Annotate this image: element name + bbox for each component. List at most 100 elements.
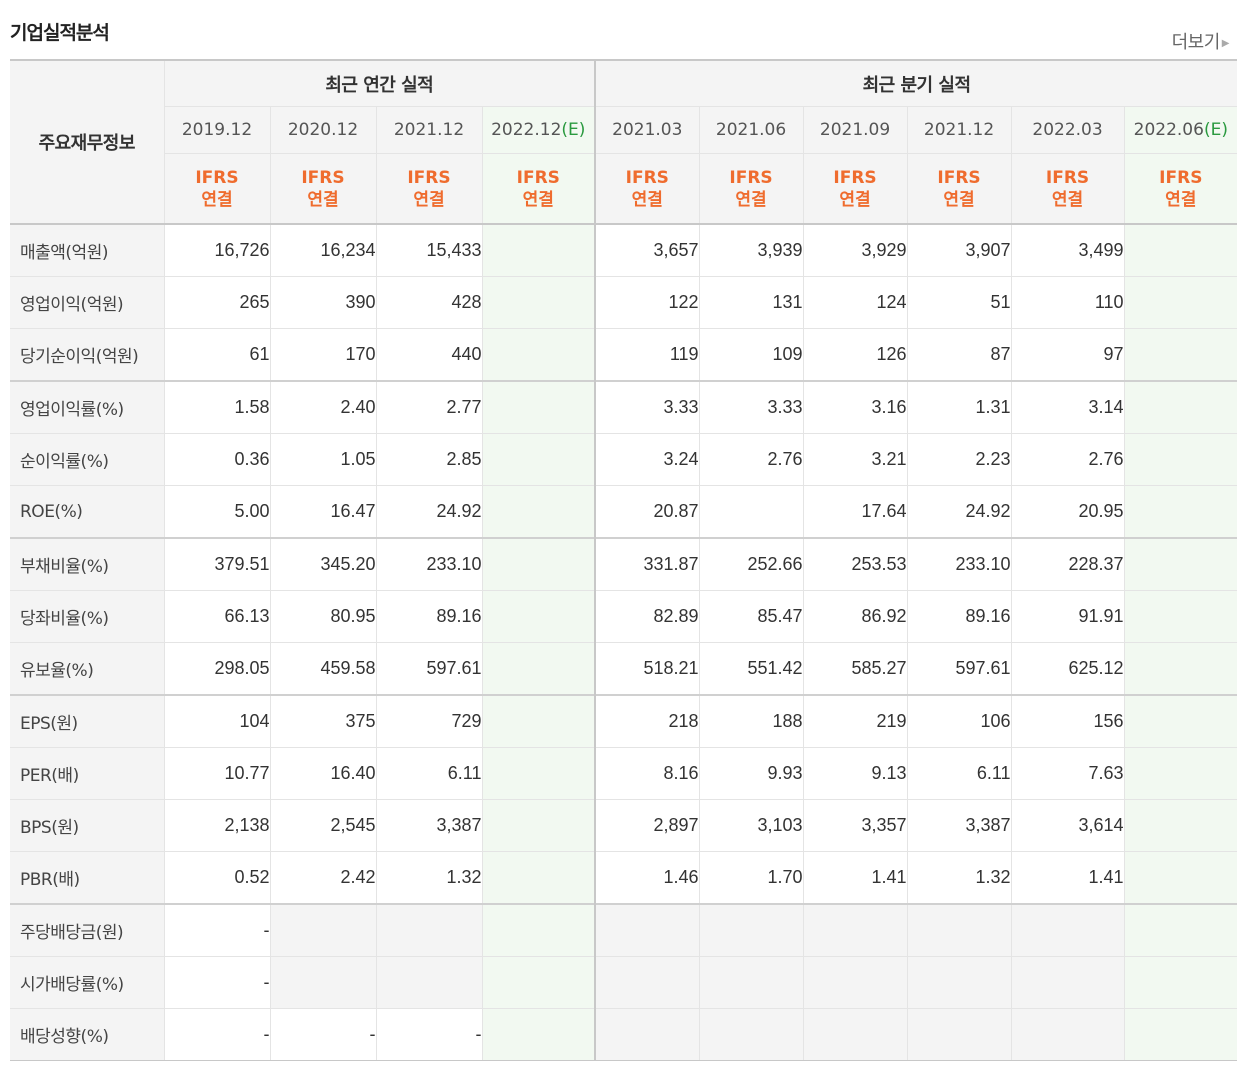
table-row: PER(배) 10.77 16.40 6.11 8.16 9.93 9.13 6.11 7.63 (10, 747, 1238, 800)
value-cell (595, 903, 700, 957)
basis-ifrs: IFRS (937, 167, 981, 188)
table-row: EPS(원) 104 375 729 218 188 219 106 156 (10, 694, 1238, 748)
value-cell: 16.47 (270, 485, 377, 539)
period-label: 2021.06 (715, 120, 787, 140)
value-cell (482, 956, 597, 1009)
value-cell (482, 433, 597, 486)
row-label: 순이익률(%) (10, 433, 165, 486)
period-label: 2020.12 (287, 120, 359, 140)
value-cell: 459.58 (270, 642, 377, 696)
value-cell: 3.14 (1011, 380, 1125, 434)
value-cell (1011, 903, 1125, 957)
row-label: 유보율(%) (10, 642, 165, 696)
value-cell: 345.20 (270, 537, 377, 591)
value-cell: 597.61 (907, 642, 1012, 696)
value-cell (1124, 224, 1238, 277)
more-link[interactable]: 더보기 ▶ (1172, 28, 1230, 54)
basis-consolidated: 연결 (307, 189, 339, 210)
period-header: 2022.06(E) (1124, 106, 1238, 154)
period-label: 2022.06 (1133, 120, 1204, 140)
value-cell (482, 485, 597, 539)
value-cell: 1.05 (270, 433, 377, 486)
value-cell (1124, 642, 1238, 696)
basis-consolidated: 연결 (1051, 189, 1084, 210)
value-cell: 2.23 (907, 433, 1012, 486)
value-cell: 1.58 (164, 380, 271, 434)
table-row: 당좌비율(%) 66.13 80.95 89.16 82.89 85.47 86.92 89.… (10, 590, 1238, 643)
value-cell: 188 (699, 694, 804, 748)
basis-header: IFRS 연결 (164, 153, 271, 225)
value-cell (803, 903, 908, 957)
value-cell: 16,234 (270, 224, 377, 277)
value-cell (699, 1008, 804, 1061)
value-cell: 1.32 (907, 851, 1012, 905)
value-cell: 17.64 (803, 485, 908, 539)
value-cell: 124 (803, 276, 908, 329)
value-cell: 331.87 (595, 537, 700, 591)
period-label: 2022.12 (491, 120, 562, 140)
value-cell (482, 799, 597, 852)
value-cell: - (164, 903, 271, 957)
value-cell (1124, 433, 1238, 486)
basis-ifrs: IFRS (516, 167, 560, 188)
row-label: 영업이익(억원) (10, 276, 165, 329)
row-label: 부채비율(%) (10, 537, 165, 591)
row-label: ROE(%) (10, 485, 165, 539)
value-cell: 86.92 (803, 590, 908, 643)
value-cell: 2.77 (376, 380, 483, 434)
value-cell: 24.92 (376, 485, 483, 539)
value-cell: 228.37 (1011, 537, 1125, 591)
value-cell (482, 694, 597, 748)
value-cell: 104 (164, 694, 271, 748)
value-cell (1124, 747, 1238, 800)
period-label: 2021.03 (612, 120, 683, 140)
value-cell (699, 903, 804, 957)
value-cell: 625.12 (1011, 642, 1125, 696)
value-cell: 126 (803, 328, 908, 382)
value-cell: 156 (1011, 694, 1125, 748)
value-cell: 551.42 (699, 642, 804, 696)
value-cell (482, 276, 597, 329)
estimate-marker: (E) (561, 120, 586, 140)
value-cell: 1.41 (803, 851, 908, 905)
period-label: 2021.09 (819, 120, 891, 140)
value-cell: 1.70 (699, 851, 804, 905)
value-cell (482, 380, 597, 434)
basis-header: IFRS 연결 (270, 153, 377, 225)
value-cell (1124, 1008, 1238, 1061)
basis-header: IFRS 연결 (376, 153, 483, 225)
value-cell: 2,138 (164, 799, 271, 852)
row-label: 당좌비율(%) (10, 590, 165, 643)
value-cell: 1.31 (907, 380, 1012, 434)
basis-header: IFRS 연결 (595, 153, 700, 225)
period-label: 2021.12 (923, 120, 995, 140)
basis-ifrs: IFRS (1045, 167, 1090, 188)
basis-consolidated: 연결 (1165, 189, 1197, 210)
basis-header: IFRS 연결 (482, 153, 597, 225)
table-row: 배당성향(%) - - - (10, 1008, 1238, 1061)
value-cell: 24.92 (907, 485, 1012, 539)
value-cell: 3.33 (699, 380, 804, 434)
value-cell: 10.77 (164, 747, 271, 800)
period-header: 2021.12 (907, 106, 1012, 154)
value-cell: 89.16 (376, 590, 483, 643)
value-cell: 3.33 (595, 380, 700, 434)
row-label: 배당성향(%) (10, 1008, 165, 1061)
value-cell: 265 (164, 276, 271, 329)
value-cell: 6.11 (376, 747, 483, 800)
value-cell: 5.00 (164, 485, 271, 539)
value-cell: 375 (270, 694, 377, 748)
value-cell: 518.21 (595, 642, 700, 696)
basis-consolidated: 연결 (201, 189, 233, 210)
table-row: 부채비율(%) 379.51 345.20 233.10 331.87 252.66 253… (10, 537, 1238, 591)
value-cell (270, 956, 377, 1009)
period-label: 2021.12 (393, 120, 465, 140)
value-cell: 3.24 (595, 433, 700, 486)
value-cell (1124, 694, 1238, 748)
value-cell (482, 590, 597, 643)
value-cell: 252.66 (699, 537, 804, 591)
period-header: 2021.03 (595, 106, 700, 154)
value-cell (482, 1008, 597, 1061)
value-cell: 3,614 (1011, 799, 1125, 852)
